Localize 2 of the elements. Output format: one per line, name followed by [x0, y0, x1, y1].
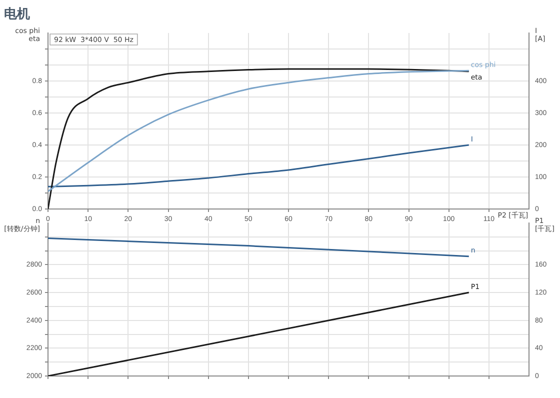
chart-title: 电机 — [4, 7, 30, 22]
line-series — [48, 144, 470, 188]
